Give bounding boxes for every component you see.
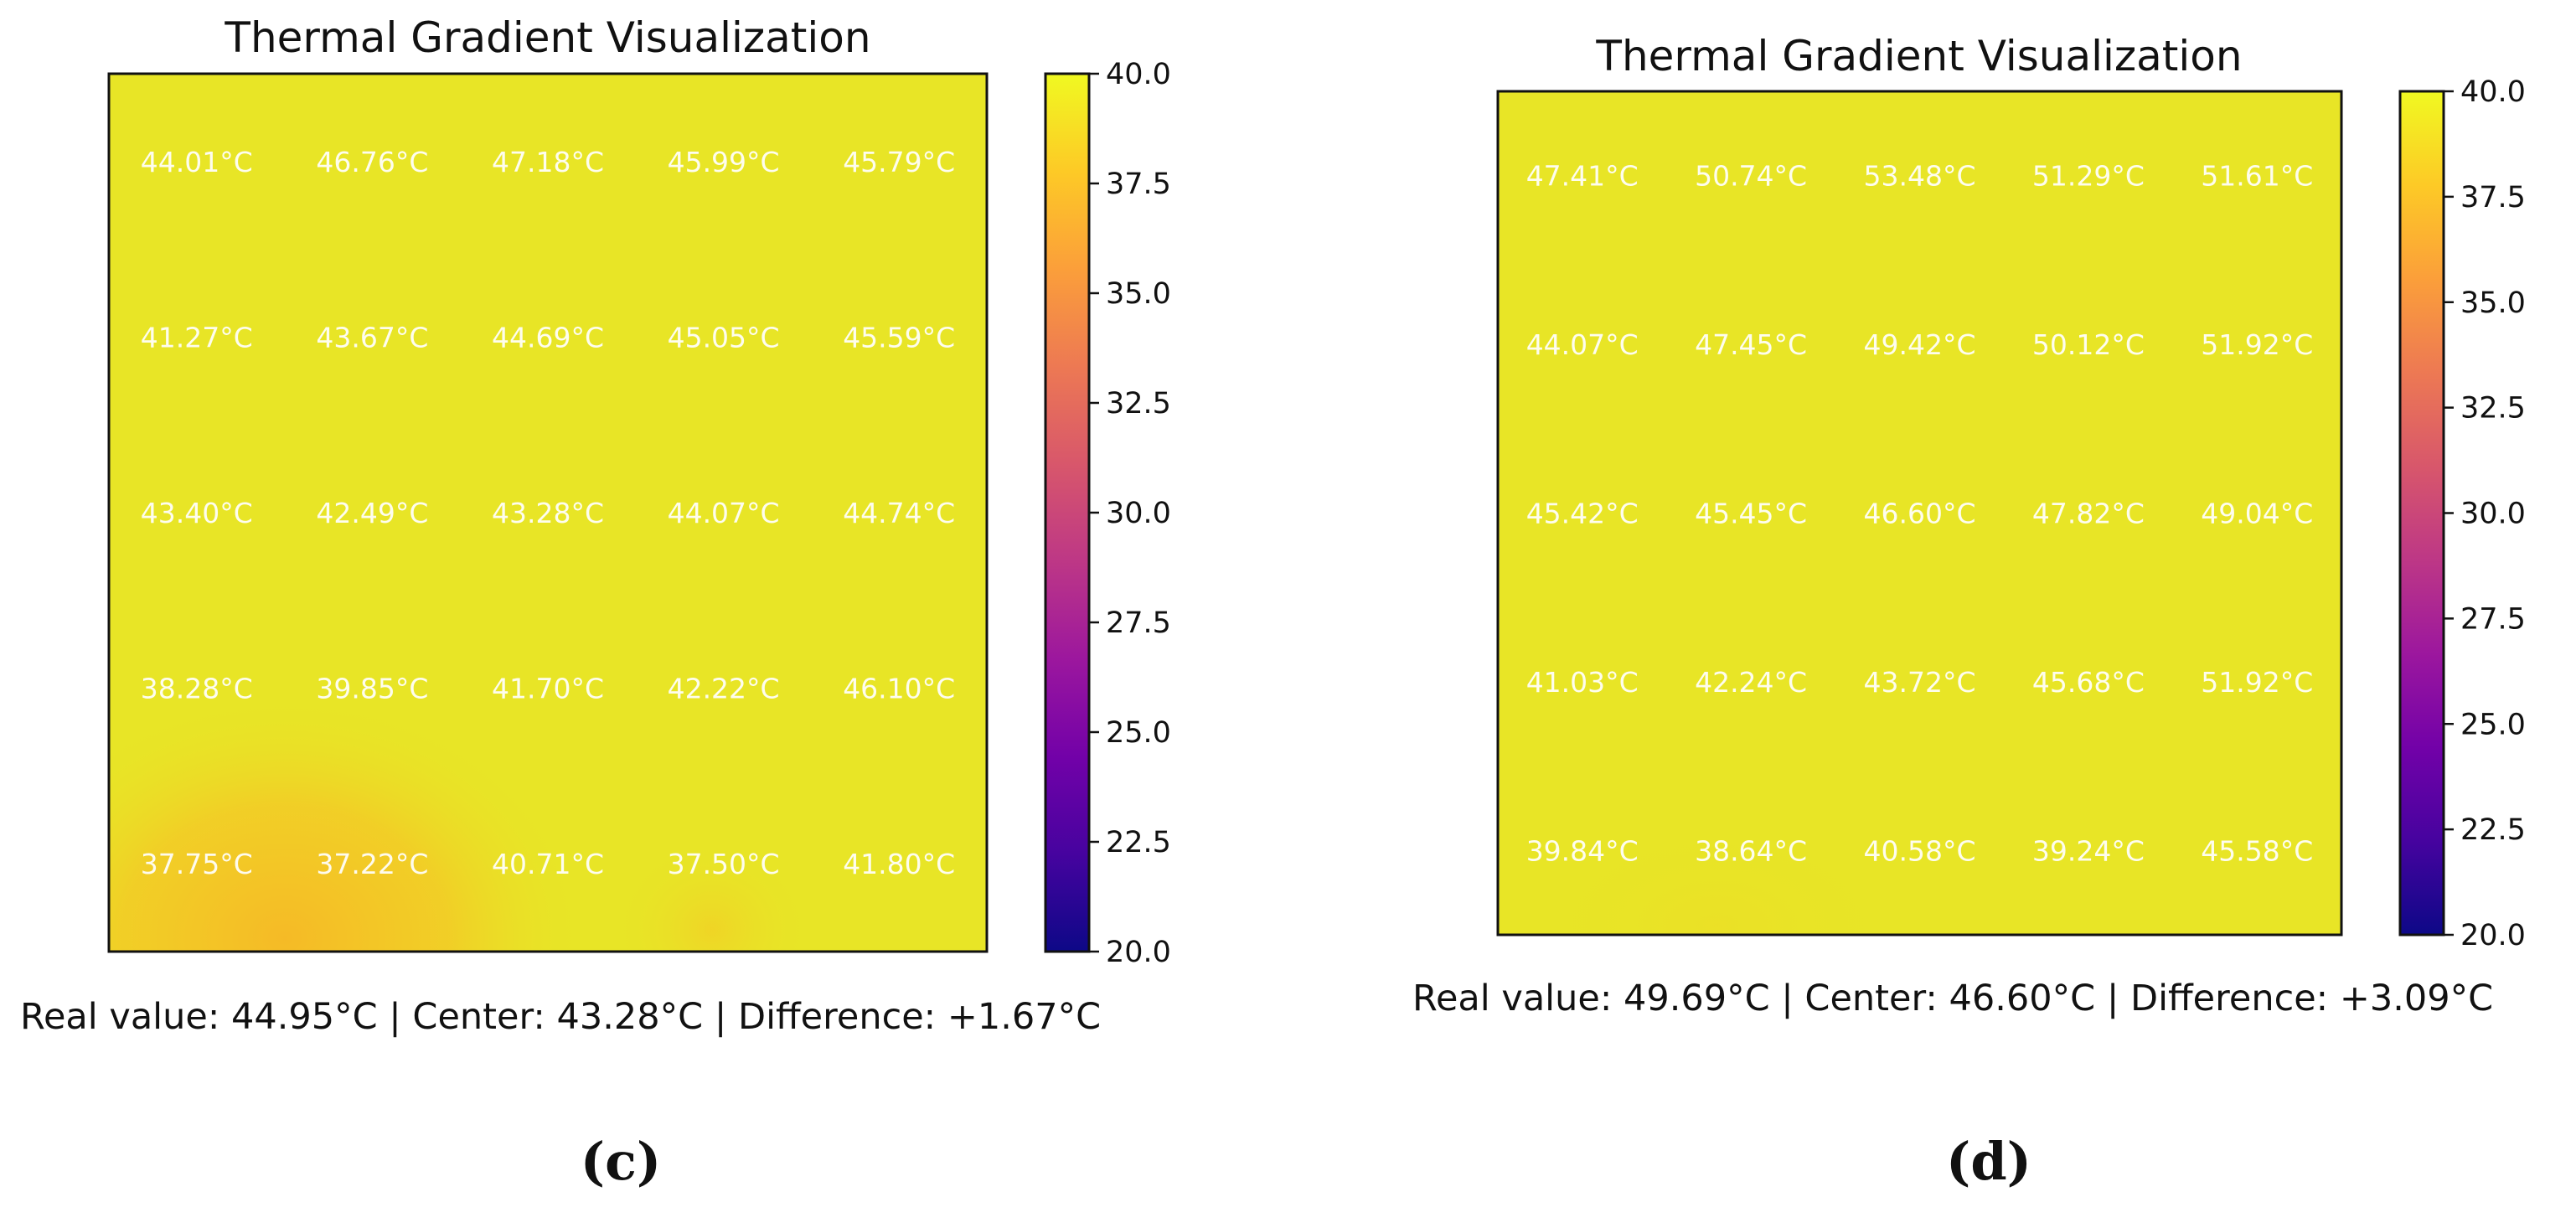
colorbar-tick-label: 30.0 xyxy=(1106,497,1171,530)
cell-label: 47.18°C xyxy=(492,146,604,178)
cell-label: 44.74°C xyxy=(843,497,955,529)
colorbar-tick-label: 25.0 xyxy=(2460,708,2526,741)
caption-text: Real value: 44.95°C | Center: 43.28°C | … xyxy=(20,996,1101,1038)
cell-label: 47.82°C xyxy=(2032,498,2145,530)
cell-label: 45.05°C xyxy=(668,321,780,353)
panel-label: (d) xyxy=(1946,1131,2031,1192)
colorbar-tick-label: 32.5 xyxy=(2460,392,2526,426)
cell-label: 37.22°C xyxy=(316,848,428,880)
colorbar-ticks: 40.0 37.5 35.0 32.5 30.0 27.5 25.0 22.5 20.0 xyxy=(2444,75,2526,952)
cell-label: 46.10°C xyxy=(843,673,955,705)
heatmap-panel-d: Thermal Gradient Visualization 47.41°C 50… xyxy=(1412,32,2526,1192)
cell-label: 41.80°C xyxy=(843,848,955,880)
cell-label: 37.50°C xyxy=(668,848,780,880)
cell-label: 40.71°C xyxy=(492,848,604,880)
cell-label: 51.92°C xyxy=(2201,666,2313,699)
cell-label: 44.07°C xyxy=(668,497,780,529)
colorbar-gradient xyxy=(2398,90,2445,936)
cell-label: 47.41°C xyxy=(1526,160,1639,193)
cell-label: 41.70°C xyxy=(492,673,604,705)
cell-label: 44.01°C xyxy=(141,146,253,178)
cell-label: 43.67°C xyxy=(316,321,428,353)
cell-label: 45.79°C xyxy=(843,146,955,178)
colorbar-tick-label: 27.5 xyxy=(2460,602,2526,636)
cell-label: 45.68°C xyxy=(2032,666,2145,699)
caption-text: Real value: 49.69°C | Center: 46.60°C | … xyxy=(1412,978,2493,1019)
colorbar-tick-label: 20.0 xyxy=(1106,936,1171,969)
cell-label: 51.29°C xyxy=(2032,160,2145,193)
heat-patch xyxy=(109,695,586,952)
heatmap-frame xyxy=(1496,90,2343,936)
cell-label: 45.58°C xyxy=(2201,834,2313,867)
colorbar-tick-label: 32.5 xyxy=(1106,387,1171,421)
cell-label: 49.04°C xyxy=(2201,498,2313,530)
heatmap-panel-c: Thermal Gradient Visualization 44.01°C 46… xyxy=(20,13,1171,1192)
cell-label: 39.24°C xyxy=(2032,834,2145,867)
cell-label: 49.42°C xyxy=(1863,328,1975,361)
colorbar-gradient xyxy=(1044,72,1091,953)
cell-label: 46.60°C xyxy=(1863,498,1975,530)
cell-label: 42.24°C xyxy=(1695,666,1807,699)
cell-label: 50.74°C xyxy=(1695,160,1807,193)
cell-label: 45.42°C xyxy=(1526,498,1639,530)
colorbar-tick-label: 30.0 xyxy=(2460,498,2526,531)
cell-label: 51.92°C xyxy=(2201,328,2313,361)
heatmap-frame xyxy=(107,72,989,953)
cell-label: 39.84°C xyxy=(1526,834,1639,867)
cell-label: 53.48°C xyxy=(1863,160,1975,193)
cell-label: 39.85°C xyxy=(316,673,428,705)
cell-label: 38.64°C xyxy=(1695,834,1807,867)
colorbar-tick-label: 37.5 xyxy=(2460,181,2526,214)
cell-label: 44.69°C xyxy=(492,321,604,353)
colorbar-tick-label: 22.5 xyxy=(1106,826,1171,859)
warm-region xyxy=(1525,817,1910,935)
cell-label: 41.03°C xyxy=(1526,666,1639,699)
colorbar-tick-label: 35.0 xyxy=(1106,277,1171,311)
cell-label: 44.07°C xyxy=(1526,328,1639,361)
colorbar-ticks: 40.0 37.5 35.0 32.5 30.0 27.5 25.0 22.5 20.0 xyxy=(1089,58,1171,969)
cell-label: 45.99°C xyxy=(668,146,780,178)
colorbar-tick-label: 22.5 xyxy=(2460,813,2526,847)
cell-labels: 47.41°C 50.74°C 53.48°C 51.29°C 51.61°C 44.07… xyxy=(1526,160,2314,868)
cell-label: 51.61°C xyxy=(2201,160,2313,193)
panel-label: (c) xyxy=(581,1131,661,1192)
colorbar: 40.0 37.5 35.0 32.5 30.0 27.5 25.0 22.5 20.0 xyxy=(1044,58,1171,969)
chart-title: Thermal Gradient Visualization xyxy=(224,13,870,62)
colorbar-tick-label: 37.5 xyxy=(1106,168,1171,201)
cell-label: 45.59°C xyxy=(843,321,955,353)
colorbar-tick-label: 27.5 xyxy=(1106,606,1171,640)
heat-patch xyxy=(612,838,813,952)
colorbar-tick-label: 25.0 xyxy=(1106,716,1171,750)
cell-label: 43.40°C xyxy=(141,497,253,529)
cell-label: 46.76°C xyxy=(316,146,428,178)
cell-label: 37.75°C xyxy=(141,848,253,880)
cell-label: 47.45°C xyxy=(1695,328,1807,361)
cell-label: 43.72°C xyxy=(1863,666,1975,699)
cell-label: 43.28°C xyxy=(492,497,604,529)
colorbar-tick-label: 40.0 xyxy=(2460,75,2526,109)
cell-label: 42.22°C xyxy=(668,673,780,705)
cell-label: 41.27°C xyxy=(141,321,253,353)
cell-label: 42.49°C xyxy=(316,497,428,529)
cell-label: 45.45°C xyxy=(1695,498,1807,530)
heat-patch xyxy=(1525,817,1910,935)
cell-label: 40.58°C xyxy=(1863,834,1975,867)
colorbar-tick-label: 20.0 xyxy=(2460,919,2526,952)
heatmap-background xyxy=(1498,91,2341,935)
chart-title: Thermal Gradient Visualization xyxy=(1595,32,2242,80)
cell-label: 50.12°C xyxy=(2032,328,2145,361)
cell-labels: 44.01°C 46.76°C 47.18°C 45.99°C 45.79°C 41.27… xyxy=(141,146,955,880)
heatmap-area: 44.01°C 46.76°C 47.18°C 45.99°C 45.79°C 41.27… xyxy=(107,72,989,953)
heatmap-area: 47.41°C 50.74°C 53.48°C 51.29°C 51.61°C 44.07… xyxy=(1496,90,2343,936)
colorbar-tick-label: 35.0 xyxy=(2460,286,2526,320)
colorbar: 40.0 37.5 35.0 32.5 30.0 27.5 25.0 22.5 20.0 xyxy=(2398,75,2526,952)
cell-label: 38.28°C xyxy=(141,673,253,705)
colorbar-tick-label: 40.0 xyxy=(1106,58,1171,91)
warm-region xyxy=(109,695,813,952)
